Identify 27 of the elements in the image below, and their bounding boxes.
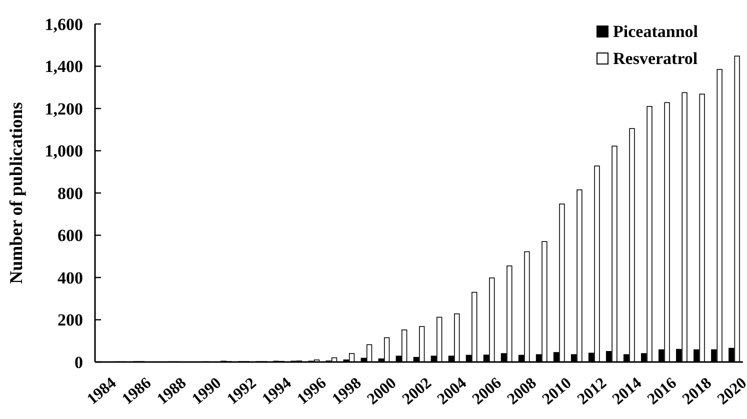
- x-tick-label: 1986: [119, 374, 155, 408]
- y-tick-label: 600: [58, 226, 83, 246]
- x-tick-label: 1988: [154, 374, 190, 408]
- x-tick-label: 2000: [364, 374, 400, 408]
- x-tick-label: 2008: [504, 374, 540, 408]
- y-tick-label: 400: [58, 268, 83, 288]
- x-tick-label: 1994: [259, 374, 295, 408]
- y-tick-label: 0: [74, 352, 83, 372]
- y-tick-label: 200: [58, 310, 83, 330]
- y-tick-label: 1,200: [44, 99, 83, 118]
- y-tick-label: 1,000: [44, 142, 83, 161]
- x-tick-label: 1996: [294, 374, 330, 408]
- y-axis-title: Number of publications: [6, 102, 26, 284]
- x-tick-label: 2010: [539, 374, 575, 408]
- y-tick-label: 800: [58, 184, 83, 203]
- x-tick-label: 2018: [680, 374, 715, 408]
- x-tick-label: 1990: [189, 374, 225, 408]
- x-tick-label: 2020: [714, 374, 747, 408]
- legend-label: Resveratrol: [613, 49, 698, 68]
- y-tick-label: 1,400: [44, 57, 83, 76]
- x-tick-label: 1984: [84, 374, 120, 408]
- x-tick-label: 1998: [329, 374, 365, 408]
- x-tick-label: 1992: [224, 374, 260, 408]
- y-tick-label: 1,600: [44, 14, 83, 34]
- x-tick-label: 2012: [574, 374, 610, 408]
- x-tick-label: 2002: [399, 374, 435, 408]
- legend-label: Piceatannol: [613, 22, 698, 41]
